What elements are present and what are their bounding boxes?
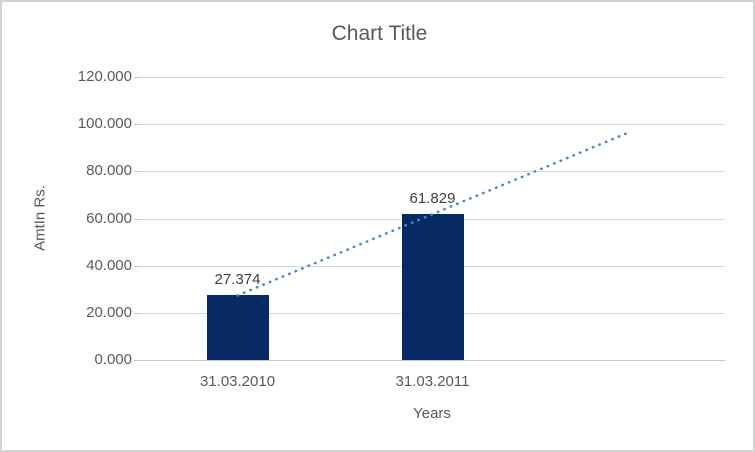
x-axis-line [134, 360, 725, 361]
y-tick-mark [134, 313, 140, 314]
y-tick-label: 60.000 [86, 210, 132, 227]
y-tick-label: 100.000 [77, 115, 132, 132]
y-tick-label: 80.000 [86, 162, 132, 179]
gridline [140, 77, 725, 78]
y-tick-mark [134, 219, 140, 220]
x-axis-title: Years [413, 405, 451, 422]
y-tick-label: 120.000 [77, 68, 132, 85]
y-tick-mark [134, 77, 140, 78]
x-tick-label: 31.03.2010 [199, 373, 276, 390]
gridline [140, 171, 725, 172]
y-axis-title: AmtIn Rs. [31, 185, 49, 251]
y-tick-mark [134, 124, 140, 125]
bar-data-label: 61.829 [409, 190, 456, 208]
y-tick-label: 20.000 [86, 304, 132, 321]
y-tick-mark [134, 171, 140, 172]
bar [206, 295, 269, 360]
y-tick-label: 0.000 [94, 351, 132, 368]
chart-title: Chart Title [331, 22, 428, 45]
bar [401, 214, 464, 360]
y-tick-mark [134, 266, 140, 267]
y-tick-label: 40.000 [86, 257, 132, 274]
bar-data-label: 27.374 [214, 271, 261, 289]
gridline [140, 124, 725, 125]
x-tick-label: 31.03.2011 [395, 373, 470, 390]
